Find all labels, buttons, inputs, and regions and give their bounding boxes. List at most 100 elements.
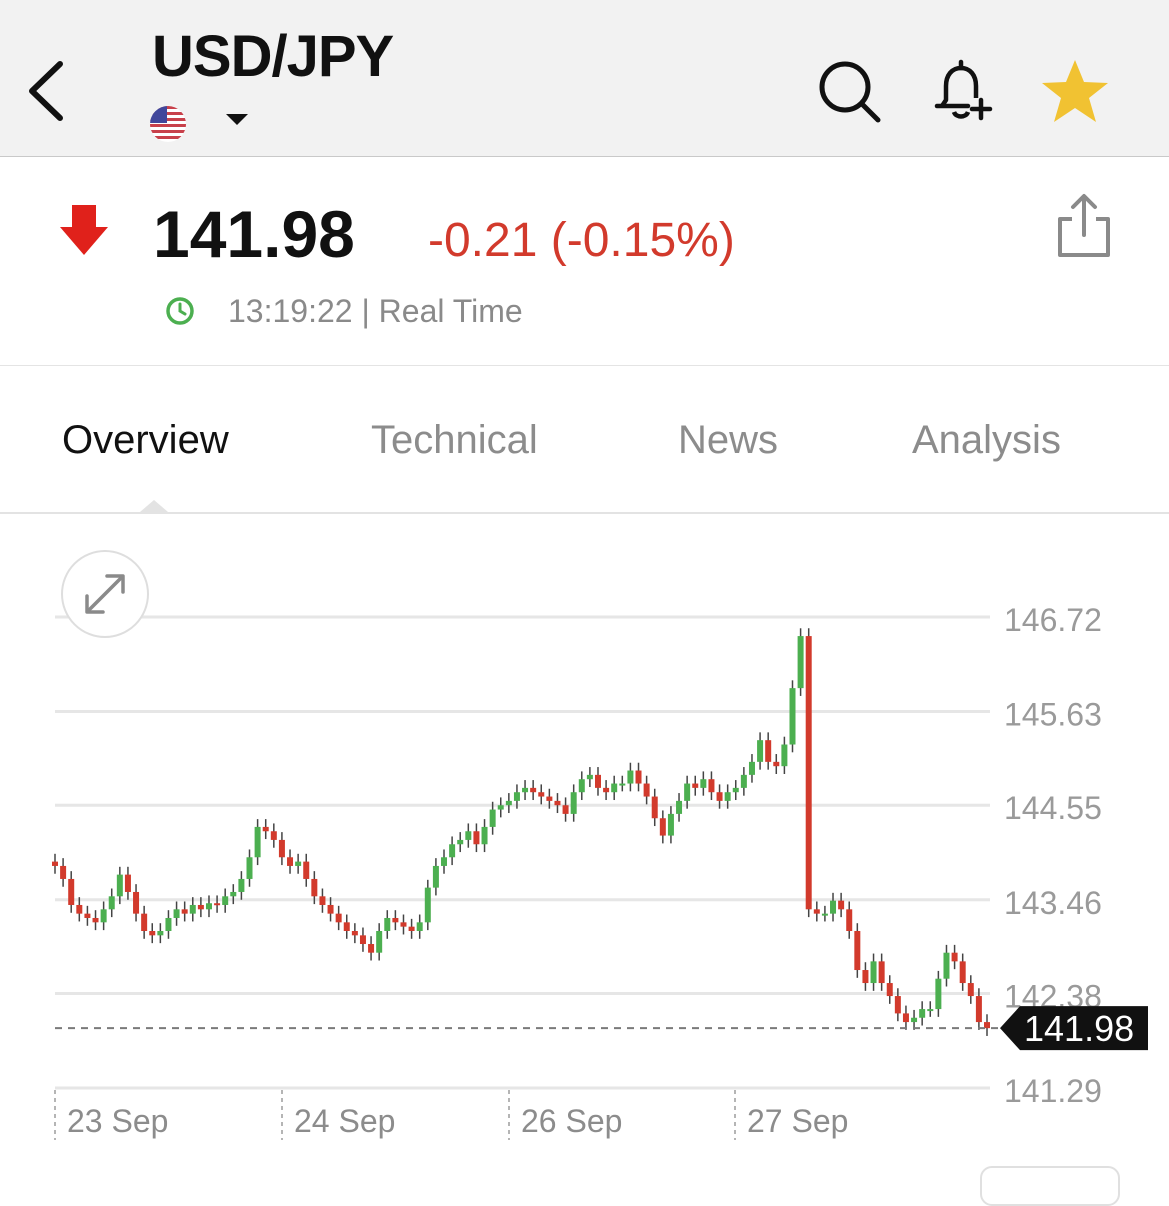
candle-body: [570, 792, 577, 814]
candle-body: [911, 1017, 918, 1023]
candle-body: [773, 761, 780, 767]
candle-body: [319, 896, 326, 905]
candle-body: [149, 931, 156, 936]
candle-body: [270, 831, 277, 840]
tab-overview[interactable]: Overview: [62, 418, 229, 462]
candle-body: [667, 813, 674, 836]
candle-body: [984, 1022, 990, 1029]
search-icon[interactable]: [814, 56, 884, 126]
top-bar: USD/JPY: [0, 0, 1169, 157]
candle-body: [959, 961, 966, 984]
candle-body: [562, 805, 569, 814]
candle-body: [116, 874, 123, 897]
candle-body: [513, 792, 520, 801]
candle-body: [441, 857, 448, 866]
candle-body: [684, 783, 691, 801]
candle-body: [813, 909, 820, 914]
candle-body: [765, 740, 772, 762]
candle-body: [157, 931, 164, 936]
candle-body: [894, 996, 901, 1014]
clock-icon: [166, 297, 194, 325]
candle-body: [465, 831, 472, 840]
candle-body: [197, 904, 204, 910]
chart-timeframe-button[interactable]: [980, 1166, 1120, 1206]
candle-body: [603, 787, 610, 793]
candle-body: [554, 800, 561, 806]
candle-body: [400, 922, 407, 927]
candle-body: [392, 917, 399, 923]
candle-body: [327, 904, 334, 914]
candle-body: [351, 931, 358, 936]
tab-bar: Overview Technical News Analysis: [0, 366, 1169, 514]
candle-body: [838, 900, 845, 910]
tab-analysis[interactable]: Analysis: [912, 418, 1061, 462]
current-price-badge: [1000, 1006, 1148, 1051]
candle-body: [189, 904, 196, 914]
candle-body: [335, 913, 342, 923]
candle-body: [376, 931, 383, 953]
candle-body: [108, 896, 115, 910]
candle-body: [481, 826, 488, 845]
candle-body: [943, 952, 950, 979]
candle-body: [578, 779, 585, 793]
quote-time: 13:19:22 | Real Time: [228, 293, 523, 329]
x-tick-label: 24 Sep: [294, 1103, 395, 1139]
candle-body: [230, 891, 237, 897]
candle-body: [84, 913, 91, 918]
candle-body: [287, 857, 294, 866]
candle-body: [708, 779, 715, 793]
candle-body: [594, 774, 601, 788]
us-flag-icon: [150, 106, 186, 142]
price-chart[interactable]: 146.72145.63144.55143.46142.38141.29141.…: [0, 514, 1169, 1164]
share-icon[interactable]: [1054, 191, 1114, 261]
candle-body: [52, 861, 58, 866]
candle-body: [497, 805, 504, 810]
candle-body: [238, 878, 245, 892]
candle-body: [862, 970, 869, 984]
candle-body: [262, 826, 269, 832]
candle-body: [935, 978, 942, 1010]
expand-chart-button[interactable]: [61, 550, 149, 638]
candle-body: [878, 961, 885, 984]
candle-body: [821, 913, 828, 916]
y-tick-label: 146.72: [1004, 602, 1102, 638]
tab-news[interactable]: News: [678, 418, 779, 462]
candle-body: [100, 909, 107, 923]
candle-body: [303, 861, 310, 879]
candle-body: [165, 917, 172, 931]
candle-body: [522, 787, 529, 793]
last-price: 141.98: [153, 197, 355, 271]
candle-body: [424, 887, 431, 923]
candle-body: [854, 931, 861, 971]
y-tick-label: 144.55: [1004, 790, 1102, 826]
candle-body: [457, 839, 464, 845]
alert-bell-add-icon[interactable]: [926, 56, 996, 126]
candle-body: [951, 952, 958, 962]
x-tick-label: 23 Sep: [67, 1103, 168, 1139]
candle-body: [643, 783, 650, 797]
candle-body: [124, 874, 131, 892]
candle-body: [902, 1013, 909, 1023]
back-icon[interactable]: [22, 56, 82, 126]
candle-body: [384, 917, 391, 931]
candle-body: [246, 857, 253, 879]
tab-technical[interactable]: Technical: [371, 418, 538, 462]
candle-body: [68, 878, 75, 905]
candle-body: [740, 774, 747, 788]
candle-body: [619, 783, 626, 786]
candle-body: [368, 944, 375, 953]
candle-body: [546, 796, 553, 801]
candle-body: [205, 903, 212, 910]
candle-body: [408, 926, 415, 931]
candle-body: [214, 903, 221, 906]
dropdown-caret-icon[interactable]: [222, 110, 252, 130]
candle-body: [789, 688, 796, 745]
down-arrow-icon: [60, 205, 108, 255]
quote-panel: 141.98 -0.21 (-0.15%) 13:19:22 | Real Ti…: [0, 157, 1169, 366]
star-icon[interactable]: [1040, 56, 1110, 126]
x-tick-label: 27 Sep: [747, 1103, 848, 1139]
candle-body: [473, 831, 480, 845]
y-tick-label: 141.29: [1004, 1073, 1102, 1109]
candle-body: [60, 865, 67, 879]
current-price-label: 141.98: [1024, 1008, 1134, 1049]
